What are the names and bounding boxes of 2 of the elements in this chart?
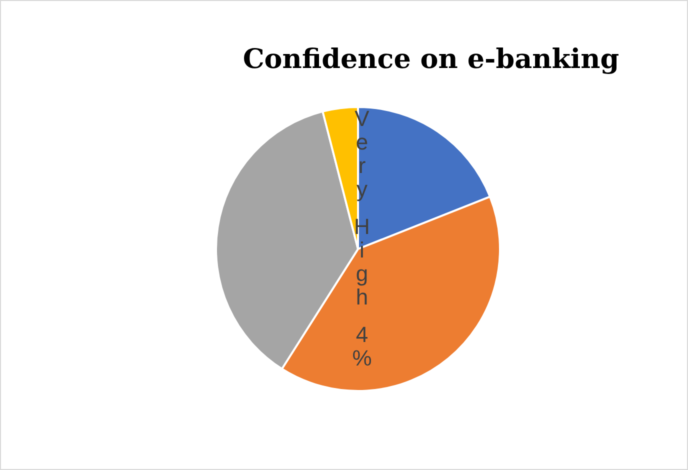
data-label: 4% [352, 322, 372, 371]
chart-title: Confidence on e-banking [242, 44, 620, 76]
